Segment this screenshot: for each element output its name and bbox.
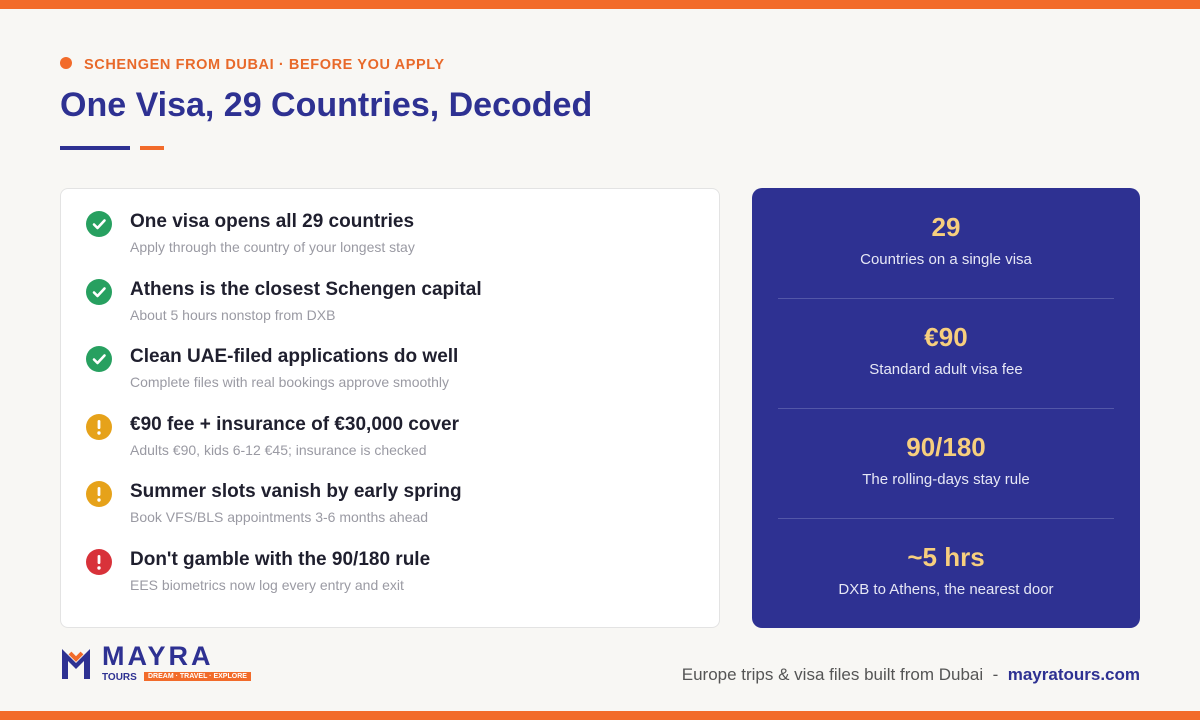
stat-value: 29 [931, 212, 961, 242]
stat-label: DXB to Athens, the nearest door [838, 581, 1054, 598]
stat-value: €90 [924, 322, 968, 352]
logo-tagline: DREAM · TRAVEL · EXPLORE [144, 672, 251, 681]
item-subtitle: Book VFS/BLS appointments 3-6 months ahe… [130, 509, 429, 526]
item-subtitle: Adults €90, kids 6-12 €45; insurance is … [130, 441, 427, 458]
eyebrow: SCHENGEN FROM DUBAI · BEFORE YOU APPLY [84, 57, 445, 73]
status-icon [86, 481, 112, 508]
top-bar [0, 0, 1200, 9]
stat-label: The rolling-days stay rule [862, 471, 1030, 488]
footer-link[interactable]: mayratours.com [1007, 665, 1140, 684]
underline [60, 146, 130, 150]
stat-label: Standard adult visa fee [869, 361, 1023, 378]
footer: Europe trips & visa files built from Dub… [682, 665, 1140, 685]
stats-card: 29 Countries on a single visa €90 Standar… [752, 188, 1140, 628]
underline-accent [140, 146, 164, 150]
stat-label: Countries on a single visa [860, 251, 1032, 268]
item-subtitle: Complete files with real bookings approv… [130, 374, 450, 391]
stat: 29 Countries on a single visa [752, 212, 1140, 268]
divider [778, 298, 1114, 299]
divider [778, 518, 1114, 519]
logo-mark [62, 649, 90, 679]
item-title: Summer slots vanish by early spring [130, 481, 462, 503]
stat-value: 90/180 [906, 432, 986, 462]
status-icon [86, 413, 112, 440]
checklist-card [60, 188, 720, 628]
stat: ~5 hrs DXB to Athens, the nearest door [752, 542, 1140, 598]
item-title: One visa opens all 29 countries [130, 211, 415, 232]
divider [778, 408, 1114, 409]
item-title: Don't gamble with the 90/180 rule [130, 549, 431, 570]
dot [60, 57, 72, 69]
logo-sub: TOURS [102, 672, 137, 683]
status-icon [86, 346, 112, 373]
status-icon [86, 211, 112, 237]
item-title: Athens is the closest Schengen capital [130, 278, 482, 300]
stat: €90 Standard adult visa fee [752, 322, 1140, 378]
item-subtitle: Apply through the country of your longes… [130, 239, 415, 255]
bottom-bar [0, 711, 1200, 720]
item-title: Clean UAE-filed applications do well [130, 346, 459, 368]
title: One Visa, 29 Countries, Decoded [60, 86, 593, 124]
item-title: €90 fee + insurance of €30,000 cover [130, 413, 460, 435]
footer-separator: - [992, 665, 999, 684]
item-subtitle: About 5 hours nonstop from DXB [130, 306, 336, 323]
item-subtitle: EES biometrics now log every entry and e… [130, 577, 404, 593]
status-icon [86, 549, 112, 575]
stat: 90/180 The rolling-days stay rule [752, 432, 1140, 488]
logo-name: MAYRA [102, 641, 214, 671]
stat-value: ~5 hrs [907, 542, 985, 572]
footer-text: Europe trips & visa files built from Dub… [681, 665, 984, 684]
status-icon [86, 278, 112, 305]
